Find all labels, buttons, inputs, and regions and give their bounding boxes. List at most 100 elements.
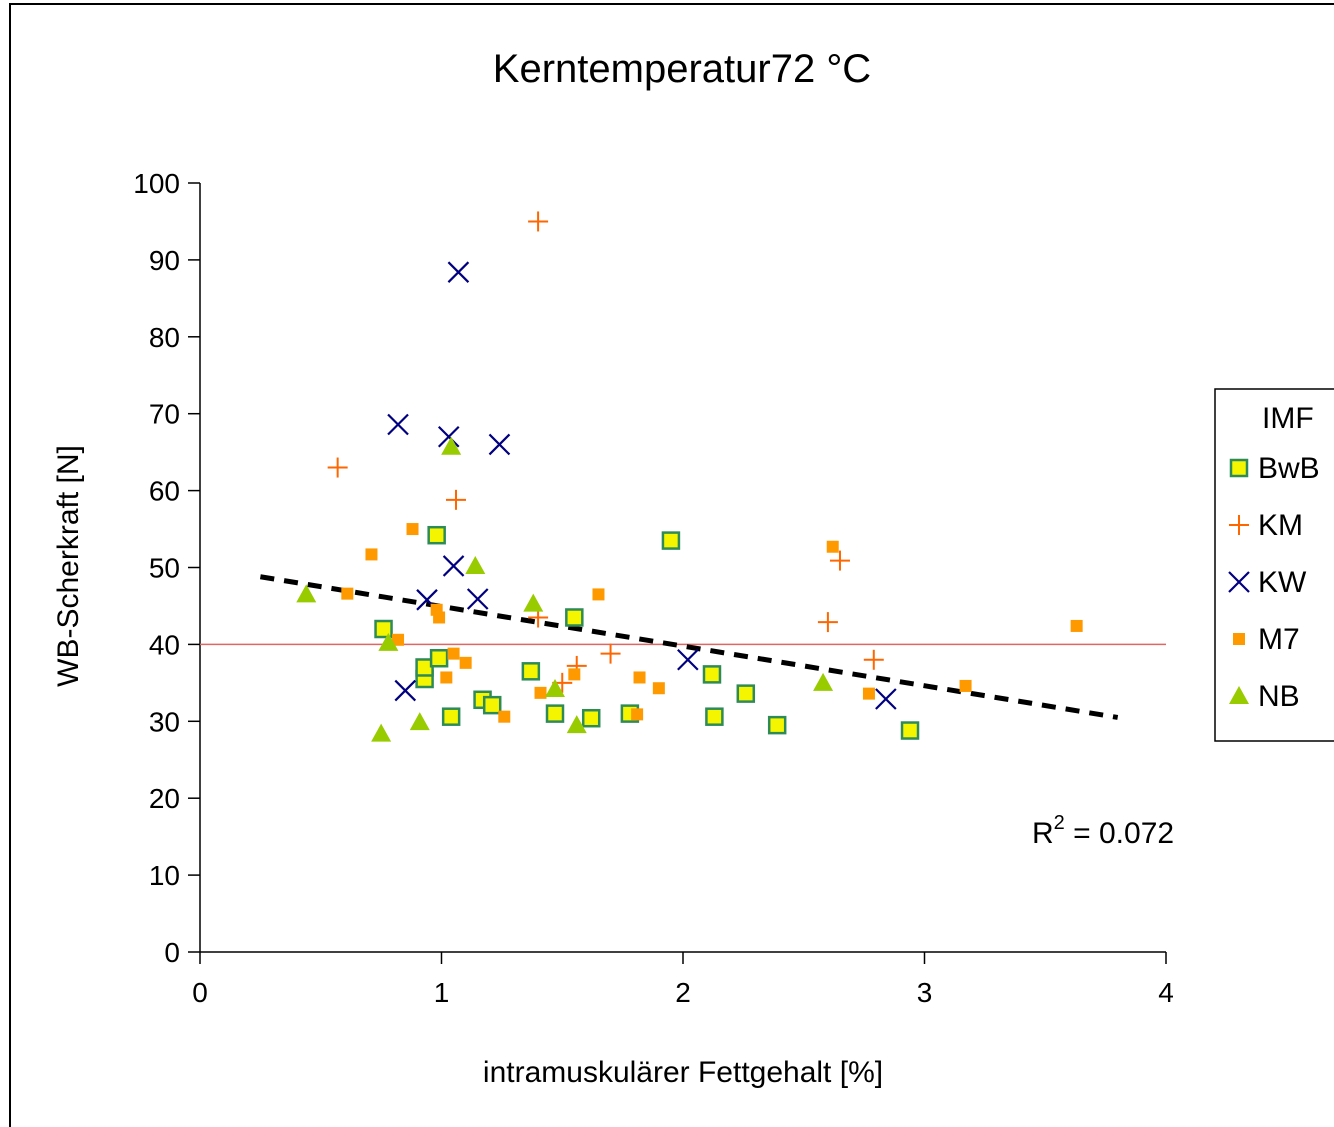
legend: IMF BwB KM KW M7 NB xyxy=(1214,388,1334,742)
point-nb xyxy=(465,555,486,574)
y-tick-label: 90 xyxy=(149,245,180,276)
point-bwb xyxy=(565,608,584,627)
point-km xyxy=(817,612,838,633)
point-bwb xyxy=(374,619,393,639)
point-nb xyxy=(296,584,317,603)
legend-marker-km xyxy=(1229,515,1249,535)
point-km xyxy=(445,489,466,510)
point-m7 xyxy=(1070,619,1083,632)
point-nb xyxy=(813,672,834,691)
point-nb xyxy=(545,679,566,698)
point-kw xyxy=(488,433,511,456)
x-tick-label: 3 xyxy=(917,977,933,1008)
trendline-layer xyxy=(259,574,1119,720)
y-tick-label: 0 xyxy=(164,937,180,968)
data-points xyxy=(296,211,1083,742)
legend-label-kw: KW xyxy=(1258,566,1307,599)
y-tick-label: 20 xyxy=(149,783,180,814)
point-bwb xyxy=(429,648,449,668)
r-squared-annotation: R2 = 0.072 xyxy=(1032,812,1174,850)
r-squared-label: R xyxy=(1032,817,1054,850)
r-squared-exponent: 2 xyxy=(1054,812,1065,834)
point-m7 xyxy=(652,682,665,695)
y-tick-label: 10 xyxy=(149,860,180,891)
y-tick-label: 50 xyxy=(149,553,180,584)
legend-box xyxy=(1214,388,1334,742)
point-nb xyxy=(523,593,544,612)
point-bwb xyxy=(482,695,502,715)
legend-marker-kw xyxy=(1228,571,1250,593)
legend-title: IMF xyxy=(1262,402,1314,435)
point-km xyxy=(600,643,621,664)
point-kw xyxy=(466,588,489,610)
point-km xyxy=(327,457,348,478)
point-m7 xyxy=(568,668,581,681)
point-nb xyxy=(409,712,430,731)
point-nb xyxy=(378,632,399,651)
x-axis-title: intramuskulärer Fettgehalt [%] xyxy=(483,1056,883,1089)
point-m7 xyxy=(959,679,972,692)
point-m7 xyxy=(862,687,875,700)
point-kw xyxy=(437,425,460,448)
point-m7 xyxy=(406,523,419,536)
point-nb xyxy=(566,715,587,734)
point-kw xyxy=(447,261,470,283)
point-bwb xyxy=(736,684,756,703)
y-tick-label: 60 xyxy=(149,476,180,507)
point-m7 xyxy=(440,671,453,684)
point-m7 xyxy=(392,633,405,646)
point-km xyxy=(863,649,884,670)
point-m7 xyxy=(631,708,644,721)
point-kw xyxy=(677,649,699,671)
trendline xyxy=(259,574,1119,720)
legend-label-km: KM xyxy=(1258,509,1303,542)
point-nb xyxy=(441,436,462,455)
point-m7 xyxy=(633,671,646,684)
legend-items: BwB KM KW M7 NB xyxy=(1228,452,1320,713)
point-bwb xyxy=(767,715,787,735)
y-tick-label: 30 xyxy=(149,706,180,737)
axes: 0 10 20 30 40 50 60 70 80 90 100 0 1 2 3 4 xyxy=(133,168,1174,1008)
y-tick-label: 40 xyxy=(149,629,180,660)
point-bwb xyxy=(900,721,920,740)
legend-marker-bwb xyxy=(1229,458,1249,478)
y-tick-label: 100 xyxy=(133,168,180,199)
legend-marker-nb xyxy=(1229,686,1249,704)
point-kw xyxy=(442,555,465,577)
point-kw xyxy=(394,679,417,702)
r-squared-value: = 0.072 xyxy=(1065,817,1174,850)
point-m7 xyxy=(498,710,511,723)
point-m7 xyxy=(459,656,472,669)
point-nb xyxy=(371,723,392,742)
x-tick-label: 2 xyxy=(675,977,691,1008)
point-bwb xyxy=(427,525,446,545)
legend-label-bwb: BwB xyxy=(1258,452,1320,485)
y-tick-label: 80 xyxy=(149,322,180,353)
point-km xyxy=(528,211,549,232)
x-tick-label: 0 xyxy=(192,977,208,1008)
point-m7 xyxy=(433,611,446,624)
point-bwb xyxy=(581,708,601,728)
point-m7 xyxy=(341,587,354,600)
point-bwb xyxy=(545,704,565,723)
point-m7 xyxy=(534,686,547,699)
point-kw xyxy=(875,688,897,710)
point-bwb xyxy=(702,665,722,684)
x-tick-label: 4 xyxy=(1158,977,1174,1008)
point-m7 xyxy=(365,548,378,561)
point-kw xyxy=(387,413,409,436)
chart-title: Kerntemperatur72 °C xyxy=(493,47,871,91)
point-m7 xyxy=(592,588,605,601)
y-tick-label: 70 xyxy=(149,399,180,430)
legend-label-nb: NB xyxy=(1258,680,1300,713)
chart-frame xyxy=(9,3,1334,1127)
y-axis-title: WB-Scherkraft [N] xyxy=(52,445,85,687)
legend-label-m7: M7 xyxy=(1258,623,1300,656)
point-km xyxy=(829,550,850,571)
point-bwb xyxy=(521,662,541,681)
x-tick-label: 1 xyxy=(434,977,450,1008)
point-bwb xyxy=(661,531,681,550)
point-m7 xyxy=(447,647,460,660)
